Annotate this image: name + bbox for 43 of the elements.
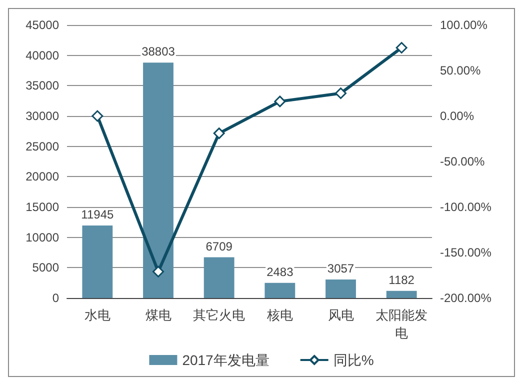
bar (204, 257, 234, 298)
point (396, 42, 408, 54)
y2-tick-label: 100.00% (440, 18, 488, 32)
point (213, 128, 225, 140)
bar (143, 62, 174, 298)
point (335, 88, 346, 99)
y-tick-label: 0 (52, 291, 60, 305)
data-label: 6709 (206, 239, 233, 254)
data-label: 3057 (327, 261, 354, 276)
x-tick-label: 太阳能发电 (376, 308, 428, 340)
legend-label: 同比% (333, 352, 374, 368)
y2-tick-label: -100.00% (440, 200, 492, 214)
y-tick-label: 15000 (26, 200, 60, 214)
bar (264, 282, 296, 298)
data-label: 38803 (142, 44, 176, 59)
x-tick-label: 风电 (328, 308, 354, 322)
point (274, 96, 286, 108)
bar (82, 226, 113, 298)
y-tick-label: 20000 (26, 170, 60, 184)
y2-tick-label: -50.00% (440, 154, 486, 168)
data-label: 2483 (266, 264, 294, 279)
y2-tick-label: 50.00% (440, 64, 482, 78)
bar (386, 290, 417, 298)
y-tick-label: 30000 (26, 109, 60, 123)
x-tick-label: 水电 (84, 308, 110, 322)
y-tick-label: 25000 (26, 139, 60, 154)
y-tick-label: 45000 (26, 18, 60, 32)
data-label: 1182 (388, 272, 415, 287)
y2-tick-label: -150.00% (440, 246, 492, 260)
y-tick-label: 5000 (32, 260, 60, 275)
y2-tick-label: 0.00% (440, 109, 474, 123)
legend-label: 2017年发电量 (182, 352, 270, 368)
y2-tick-label: -200.00% (440, 291, 492, 305)
y-tick-label: 10000 (26, 230, 60, 244)
y-tick-label: 35000 (26, 78, 60, 93)
point (92, 110, 104, 122)
x-tick-label: 核电 (266, 308, 293, 322)
x-tick-label: 其它火电 (193, 308, 246, 322)
y-tick-label: 40000 (26, 48, 60, 62)
bar (326, 279, 356, 298)
data-label: 11945 (81, 208, 114, 222)
x-tick-label: 煤电 (145, 308, 172, 322)
point (152, 266, 164, 278)
